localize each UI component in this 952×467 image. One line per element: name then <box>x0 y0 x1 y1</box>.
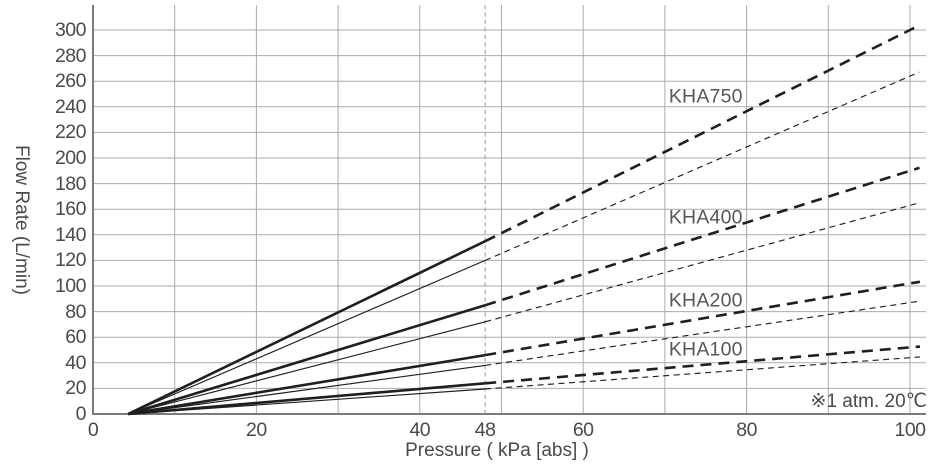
series-KHA750-lower-solid <box>127 259 486 415</box>
y-tick-label: 280 <box>54 44 87 67</box>
series-label-KHA200: KHA200 <box>668 289 743 312</box>
y-tick-label: 260 <box>54 70 87 93</box>
y-tick-label: 300 <box>54 19 87 41</box>
series-KHA100-lower-solid <box>128 388 486 415</box>
series-KHA200-upper-solid <box>127 353 486 416</box>
x-tick-label: 20 <box>246 419 267 441</box>
series-KHA400-upper-dashed <box>484 166 920 307</box>
x-tick-label: 0 <box>87 419 99 441</box>
y-tick-label: 0 <box>75 403 87 425</box>
y-tick-label: 60 <box>65 326 86 349</box>
y-tick-label: 80 <box>65 300 86 323</box>
y-tick-label: 100 <box>54 275 87 297</box>
y-tick-label: 220 <box>54 121 87 144</box>
series-label-KHA100: KHA100 <box>668 338 743 361</box>
x-tick-label: 40 <box>409 419 431 441</box>
series-KHA750-upper-solid <box>127 240 486 416</box>
series-KHA750-upper-dashed <box>484 24 920 243</box>
series-KHA100-upper-dashed <box>485 345 921 385</box>
x-tick-label: 80 <box>736 419 757 441</box>
series-label-KHA750: KHA750 <box>668 85 743 108</box>
y-tick-label: 200 <box>54 147 87 169</box>
series-KHA400-upper-solid <box>127 303 486 416</box>
series-KHA200-upper-dashed <box>484 280 921 357</box>
footnote-atmospheric-condition: ※1 atm. 20℃ <box>810 391 927 412</box>
x-axis-title: Pressure ( kPa [abs] ) <box>405 440 589 461</box>
x-tick-label: 48 <box>474 419 496 441</box>
series-KHA200-lower-dashed <box>485 300 920 366</box>
y-tick-label: 20 <box>65 377 86 400</box>
y-tick-label: 180 <box>54 172 87 195</box>
series-KHA400-lower-solid <box>127 321 486 415</box>
x-tick-label: 100 <box>894 419 926 441</box>
y-tick-label: 120 <box>54 249 87 272</box>
series-KHA100-lower-dashed <box>485 356 921 390</box>
series-label-KHA400: KHA400 <box>668 206 743 229</box>
y-tick-label: 160 <box>54 198 87 221</box>
series-KHA750-lower-dashed <box>484 71 920 261</box>
y-tick-label: 140 <box>54 223 87 246</box>
y-tick-label: 240 <box>54 95 87 118</box>
x-tick-label: 60 <box>572 419 594 441</box>
series-KHA100-upper-solid <box>127 382 486 416</box>
series-KHA200-lower-solid <box>128 364 486 415</box>
y-tick-label: 40 <box>65 351 86 374</box>
